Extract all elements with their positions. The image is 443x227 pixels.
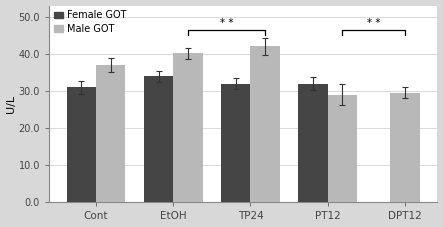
Text: * *: * * [220,18,233,28]
Bar [173,53,202,202]
Bar [299,84,328,202]
Bar [96,65,125,202]
Bar [328,95,357,202]
Bar [221,84,250,202]
Text: * *: * * [367,18,381,28]
Bar [250,46,280,202]
Legend: Female GOT, Male GOT: Female GOT, Male GOT [52,8,129,36]
Y-axis label: U/L: U/L [6,95,16,113]
Bar [66,87,96,202]
Bar [144,76,173,202]
Bar [390,93,420,202]
